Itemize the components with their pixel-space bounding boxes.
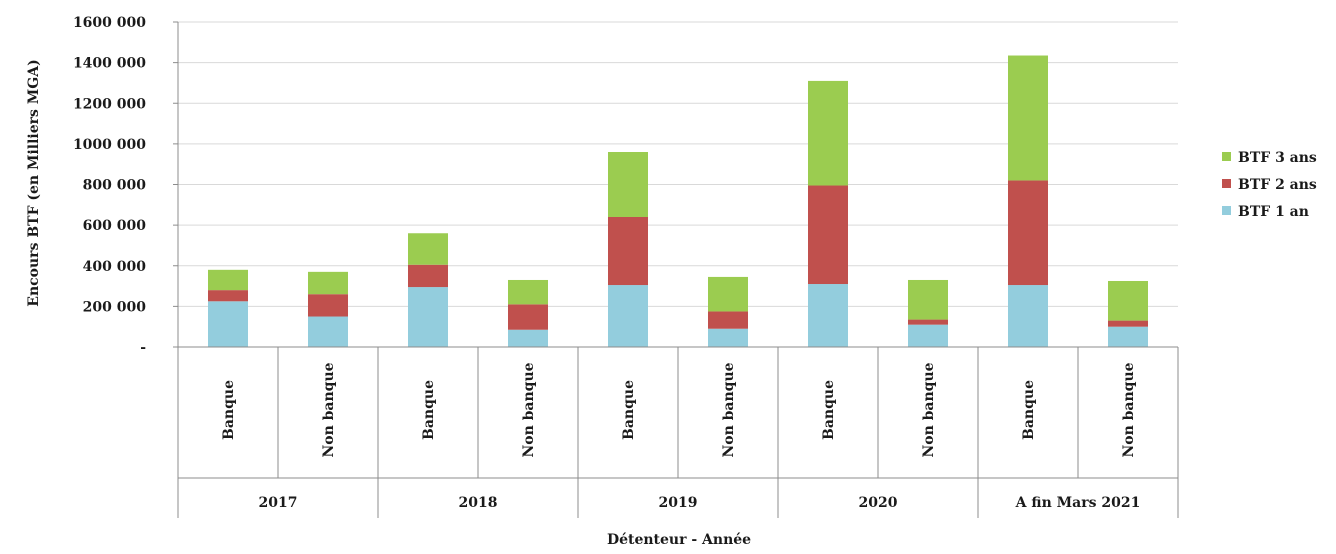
x-group-label: 2019	[659, 495, 698, 511]
bar-segment-btf-1-an	[608, 285, 648, 347]
y-tick-label: -	[140, 340, 146, 356]
x-category-label: Non banque	[521, 362, 537, 457]
x-category-label: Non banque	[1121, 362, 1137, 457]
bar-segment-btf-1-an	[708, 328, 748, 347]
bar-segment-btf-2-ans	[308, 294, 348, 317]
bar-segment-btf-2-ans	[408, 264, 448, 288]
x-category-label: Non banque	[721, 362, 737, 457]
bar-segment-btf-2-ans	[1008, 180, 1048, 286]
y-tick-label: 800 000	[83, 178, 147, 194]
legend-swatch	[1222, 152, 1231, 161]
y-tick-label: 400 000	[83, 259, 147, 275]
bar-segment-btf-2-ans	[1108, 320, 1148, 327]
x-category-label: Banque	[421, 380, 437, 440]
legend-swatch	[1222, 179, 1231, 188]
bar-segment-btf-3-ans	[808, 80, 848, 186]
x-category-label: Banque	[821, 380, 837, 440]
bar-segment-btf-2-ans	[908, 319, 948, 325]
bar-segment-btf-3-ans	[508, 279, 548, 305]
bar-segment-btf-1-an	[308, 316, 348, 347]
x-group-label: 2018	[459, 495, 498, 511]
bar-segment-btf-3-ans	[1108, 280, 1148, 321]
bar-segment-btf-3-ans	[1008, 55, 1048, 181]
y-axis-label: Encours BTF (en Milliers MGA)	[26, 59, 42, 306]
bar-segment-btf-2-ans	[808, 185, 848, 285]
bars	[208, 55, 1148, 347]
legend: BTF 3 ans BTF 2 ans BTF 1 an	[1222, 150, 1317, 220]
bar-segment-btf-2-ans	[208, 290, 248, 302]
bar-segment-btf-3-ans	[708, 276, 748, 312]
y-tick-label: 200 000	[83, 299, 147, 315]
y-tick-label: 1200 000	[73, 96, 146, 112]
x-group-label: A fin Mars 2021	[1015, 495, 1141, 511]
x-axis-label: Détenteur - Année	[607, 532, 751, 548]
gridlines	[178, 21, 1178, 307]
legend-label: BTF 1 an	[1238, 204, 1309, 220]
x-category-label: Banque	[1021, 380, 1037, 440]
x-axis: Banque Non banque Banque Non banque Banque No…	[177, 346, 1179, 518]
legend-label: BTF 3 ans	[1238, 150, 1317, 166]
bar-segment-btf-2-ans	[608, 217, 648, 286]
x-group-label: 2017	[259, 495, 298, 511]
x-group-label: 2020	[859, 495, 898, 511]
y-tick-label: 1000 000	[73, 137, 146, 153]
x-category-label: Banque	[621, 380, 637, 440]
bar-segment-btf-1-an	[408, 287, 448, 347]
bar-segment-btf-3-ans	[308, 271, 348, 295]
x-category-label: Non banque	[321, 362, 337, 457]
bar-segment-btf-1-an	[508, 329, 548, 347]
bar-segment-btf-3-ans	[408, 233, 448, 265]
bar-segment-btf-3-ans	[608, 152, 648, 217]
bar-segment-btf-1-an	[908, 324, 948, 347]
y-tick-label: 1600 000	[73, 15, 146, 31]
x-category-label: Non banque	[921, 362, 937, 457]
bar-segment-btf-3-ans	[908, 279, 948, 320]
x-category-label: Banque	[221, 380, 237, 440]
legend-label: BTF 2 ans	[1238, 177, 1317, 193]
bar-segment-btf-2-ans	[508, 304, 548, 330]
bar-segment-btf-1-an	[1108, 326, 1148, 347]
legend-swatch	[1222, 206, 1231, 215]
bar-segment-btf-1-an	[1008, 285, 1048, 347]
bar-segment-btf-3-ans	[208, 269, 248, 291]
y-tick-label: 1400 000	[73, 56, 146, 72]
bar-segment-btf-1-an	[208, 301, 248, 347]
bar-segment-btf-1-an	[808, 284, 848, 347]
y-tick-label: 600 000	[83, 218, 147, 234]
bar-segment-btf-2-ans	[708, 311, 748, 329]
y-axis-ticks: - 200 000 400 000 600 000 800 000 1000 000 120…	[73, 15, 179, 356]
